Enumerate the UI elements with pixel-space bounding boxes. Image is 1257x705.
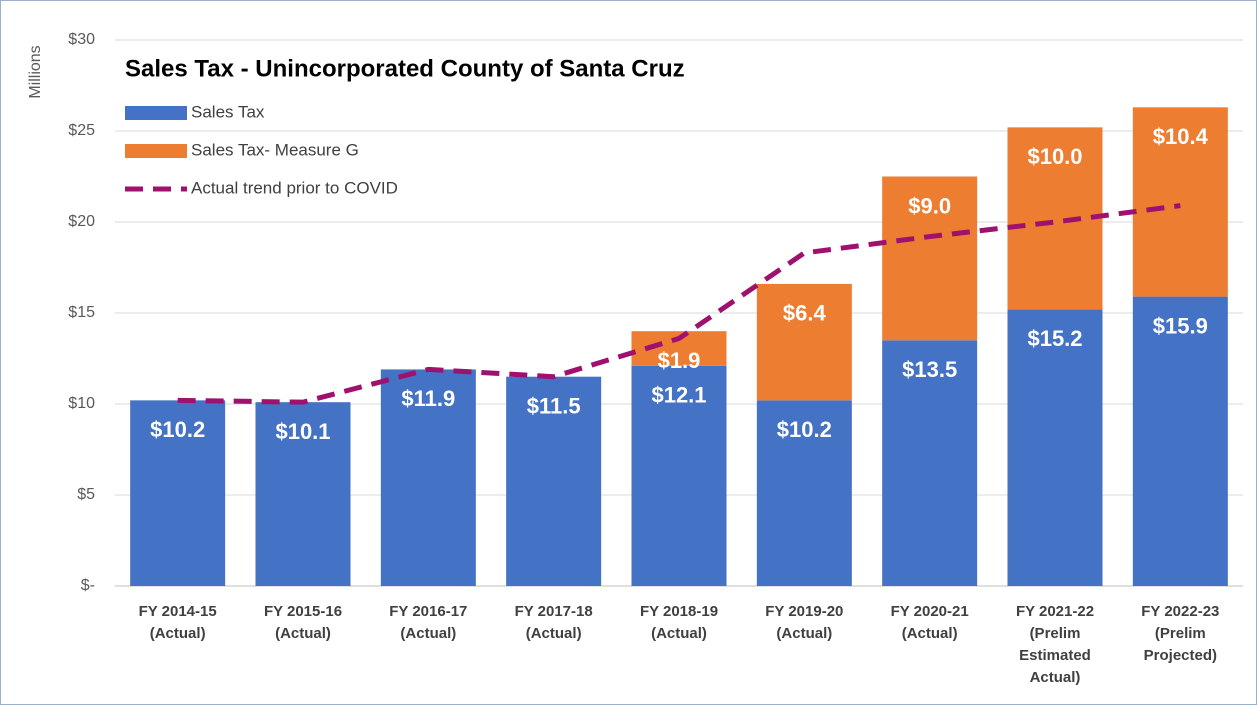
bar bbox=[631, 365, 727, 586]
bar bbox=[255, 402, 351, 586]
x-tick-label: FY 2018-19 bbox=[640, 603, 718, 620]
x-tick-label: (Actual) bbox=[275, 625, 331, 642]
x-tick-label: FY 2016-17 bbox=[389, 603, 467, 620]
y-tick-label: $- bbox=[81, 577, 95, 594]
data-label: $10.0 bbox=[1027, 144, 1082, 169]
data-label: $1.9 bbox=[658, 348, 701, 373]
x-tick-label: (Actual) bbox=[400, 625, 456, 642]
bar bbox=[1007, 127, 1103, 310]
x-tick-label: FY 2014-15 bbox=[139, 603, 217, 620]
data-label: $13.5 bbox=[902, 357, 957, 382]
bar bbox=[1132, 107, 1228, 297]
bar bbox=[882, 340, 978, 586]
y-tick-label: $15 bbox=[68, 304, 95, 321]
data-label: $11.5 bbox=[527, 394, 581, 419]
x-tick-label: (Actual) bbox=[902, 625, 958, 642]
x-tick-label: (Actual) bbox=[526, 625, 582, 642]
x-tick-label: (Actual) bbox=[651, 625, 707, 642]
x-tick-label: (Prelim bbox=[1030, 625, 1081, 642]
data-label: $11.9 bbox=[401, 386, 455, 411]
legend-label: Actual trend prior to COVID bbox=[191, 178, 398, 197]
x-tick-label: Actual) bbox=[1030, 669, 1081, 686]
bar bbox=[506, 376, 602, 586]
x-tick-label: Estimated bbox=[1019, 647, 1091, 664]
y-tick-label: $25 bbox=[68, 122, 95, 139]
bar bbox=[882, 176, 978, 341]
data-label: $15.2 bbox=[1027, 326, 1082, 351]
x-tick-label: FY 2020-21 bbox=[891, 603, 969, 620]
legend-label: Sales Tax- Measure G bbox=[191, 140, 359, 159]
data-label: $10.2 bbox=[777, 417, 832, 442]
legend-label: Sales Tax bbox=[191, 102, 265, 121]
x-tick-label: FY 2021-22 bbox=[1016, 603, 1094, 620]
x-tick-label: (Actual) bbox=[776, 625, 832, 642]
bar bbox=[1132, 296, 1228, 586]
bar bbox=[380, 369, 476, 586]
y-tick-label: $30 bbox=[68, 31, 95, 48]
x-tick-label: (Actual) bbox=[150, 625, 206, 642]
bar bbox=[1007, 309, 1103, 586]
x-tick-label: FY 2019-20 bbox=[765, 603, 843, 620]
x-tick-label: Projected) bbox=[1144, 647, 1217, 664]
legend-swatch bbox=[125, 144, 187, 158]
data-label: $10.1 bbox=[275, 419, 330, 444]
data-label: $12.1 bbox=[651, 383, 706, 408]
data-label: $10.4 bbox=[1153, 124, 1209, 149]
legend-swatch bbox=[125, 106, 187, 120]
data-label: $9.0 bbox=[908, 193, 951, 218]
x-tick-label: FY 2022-23 bbox=[1141, 603, 1219, 620]
bar bbox=[756, 400, 852, 586]
data-label: $15.9 bbox=[1153, 313, 1208, 338]
y-tick-label: $5 bbox=[77, 486, 95, 503]
data-label: $6.4 bbox=[783, 301, 827, 326]
bar bbox=[756, 283, 852, 401]
x-tick-label: FY 2015-16 bbox=[264, 603, 342, 620]
y-tick-label: $20 bbox=[68, 213, 95, 230]
y-axis-label: Millions bbox=[27, 45, 44, 98]
y-tick-label: $10 bbox=[68, 395, 95, 412]
chart-title: Sales Tax - Unincorporated County of San… bbox=[125, 55, 685, 82]
x-tick-label: FY 2017-18 bbox=[515, 603, 593, 620]
data-label: $10.2 bbox=[150, 417, 205, 442]
bar bbox=[130, 400, 226, 586]
trend-line bbox=[177, 203, 1181, 405]
x-tick-label: (Prelim bbox=[1155, 625, 1206, 642]
